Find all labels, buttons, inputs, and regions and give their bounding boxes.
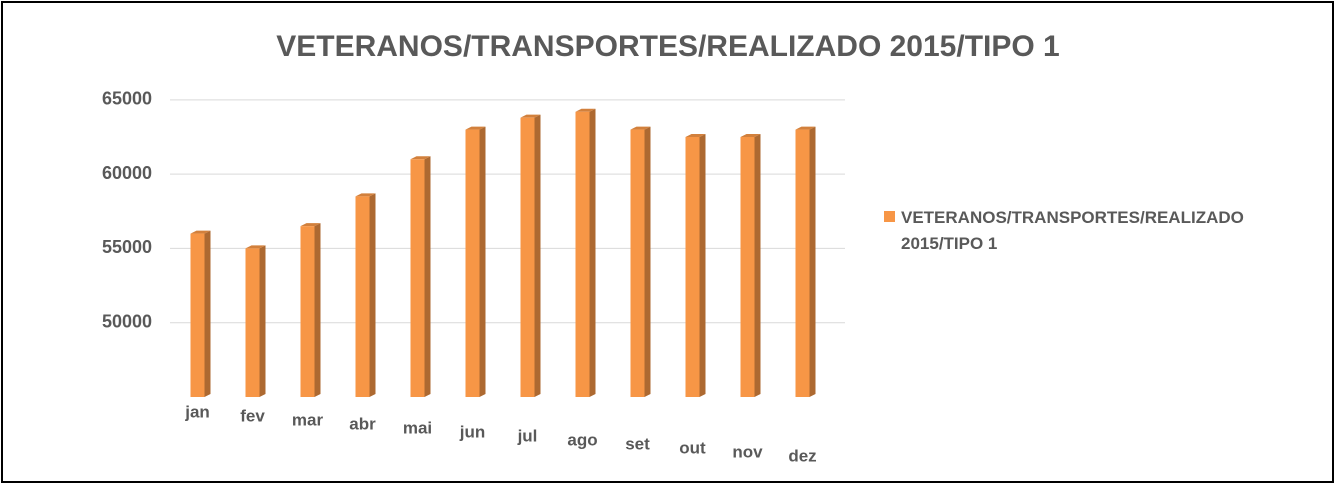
bar-side bbox=[534, 114, 541, 397]
bar-side bbox=[314, 223, 321, 397]
y-tick-label: 65000 bbox=[102, 89, 152, 109]
bar-top bbox=[300, 223, 321, 227]
bar bbox=[245, 245, 266, 397]
bar-top bbox=[245, 245, 266, 249]
x-tick-label: abr bbox=[349, 414, 376, 433]
x-tick-label: jul bbox=[517, 426, 538, 445]
bar-top bbox=[465, 126, 486, 130]
bar-front bbox=[190, 233, 205, 397]
bar-front bbox=[245, 248, 260, 397]
bar-front bbox=[575, 111, 590, 397]
bar-front bbox=[630, 129, 645, 398]
bar bbox=[575, 108, 596, 397]
bar-front bbox=[740, 137, 755, 397]
x-tick-label: jun bbox=[459, 422, 486, 441]
bar-side bbox=[204, 230, 211, 397]
x-tick-label: set bbox=[625, 434, 650, 453]
legend-label: VETERANOS/TRANSPORTES/REALIZADO 2015/TIP… bbox=[901, 208, 1244, 253]
x-tick-label: fev bbox=[240, 406, 265, 425]
bar-side bbox=[644, 126, 651, 398]
x-tick-label: mai bbox=[403, 418, 432, 437]
bar-top bbox=[630, 126, 651, 130]
bar-front bbox=[355, 196, 370, 397]
bar bbox=[465, 126, 486, 398]
bar-side bbox=[809, 126, 816, 398]
bar-top bbox=[795, 126, 816, 130]
bar-front bbox=[300, 226, 315, 397]
x-tick-label: ago bbox=[567, 430, 597, 449]
bar-front bbox=[685, 137, 700, 397]
bar-front bbox=[520, 117, 535, 397]
bar-side bbox=[699, 134, 706, 397]
x-tick-label: dez bbox=[788, 446, 816, 465]
x-tick-label: mar bbox=[292, 410, 324, 429]
bar-top bbox=[575, 108, 596, 112]
bar-side bbox=[259, 245, 266, 397]
bar-front bbox=[795, 129, 810, 398]
bar-side bbox=[589, 108, 596, 397]
bar-side bbox=[369, 193, 376, 397]
bar-top bbox=[520, 114, 541, 118]
bar-side bbox=[479, 126, 486, 398]
y-tick-label: 50000 bbox=[102, 311, 152, 331]
y-tick-label: 60000 bbox=[102, 163, 152, 183]
bar bbox=[740, 134, 761, 397]
bar bbox=[520, 114, 541, 397]
bar bbox=[300, 223, 321, 397]
y-tick-label: 55000 bbox=[102, 237, 152, 257]
x-tick-label: jan bbox=[184, 402, 210, 421]
bar bbox=[795, 126, 816, 398]
bar-top bbox=[410, 156, 431, 160]
chart-title: VETERANOS/TRANSPORTES/REALIZADO 2015/TIP… bbox=[276, 30, 1059, 63]
legend-swatch bbox=[884, 211, 895, 222]
bar-top bbox=[740, 134, 761, 137]
bar bbox=[355, 193, 376, 397]
legend: VETERANOS/TRANSPORTES/REALIZADO 2015/TIP… bbox=[884, 205, 1314, 257]
x-tick-label: out bbox=[679, 438, 706, 457]
bar-top bbox=[190, 230, 211, 234]
bar-side bbox=[754, 134, 761, 397]
bar-top bbox=[355, 193, 376, 197]
bar bbox=[190, 230, 211, 397]
bar-top bbox=[685, 134, 706, 137]
bar bbox=[630, 126, 651, 398]
bar-front bbox=[465, 129, 480, 398]
bar-front bbox=[410, 159, 425, 397]
bar bbox=[410, 156, 431, 397]
x-tick-label: nov bbox=[732, 442, 763, 461]
bar-side bbox=[424, 156, 431, 397]
bar bbox=[685, 134, 706, 397]
